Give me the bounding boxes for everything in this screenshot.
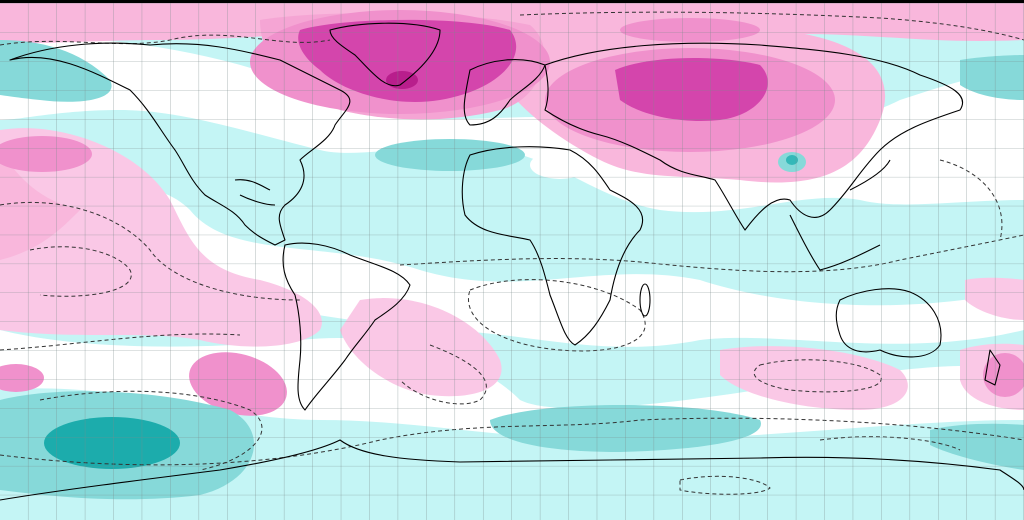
top-border bbox=[0, 0, 1024, 3]
coastlines bbox=[0, 22, 1024, 501]
